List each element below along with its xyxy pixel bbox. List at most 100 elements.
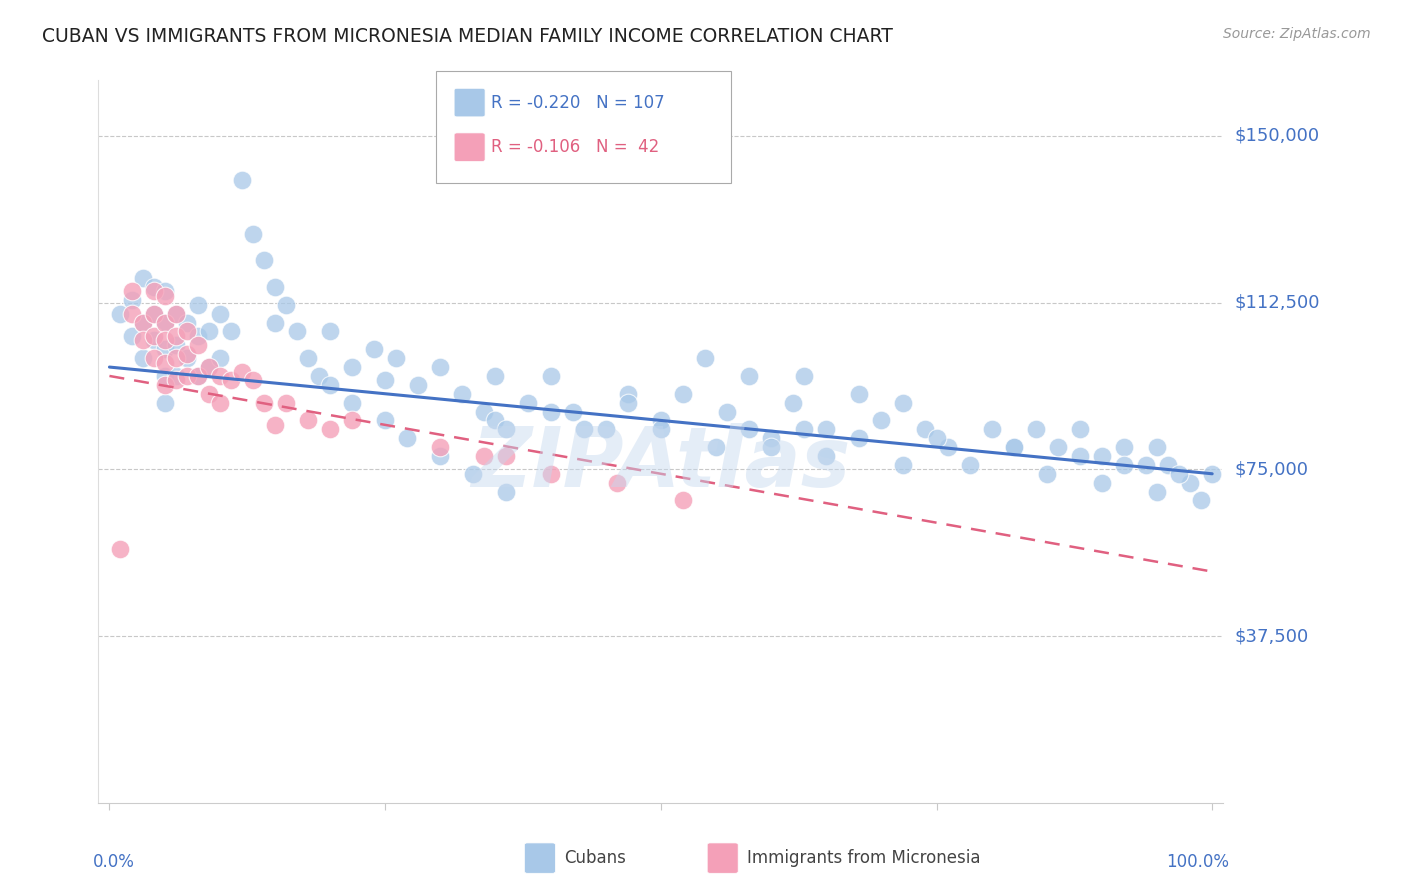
Point xyxy=(208,395,231,409)
Text: $112,500: $112,500 xyxy=(1234,293,1320,311)
Point xyxy=(616,386,638,401)
Point xyxy=(153,368,176,383)
Point xyxy=(738,368,761,383)
Point xyxy=(980,422,1002,436)
Point xyxy=(672,386,695,401)
Point xyxy=(319,325,342,339)
Point xyxy=(165,329,187,343)
Text: $37,500: $37,500 xyxy=(1234,627,1309,645)
Point xyxy=(165,373,187,387)
Text: ZIPAtlas: ZIPAtlas xyxy=(471,423,851,504)
Point xyxy=(396,431,419,445)
Point xyxy=(793,368,815,383)
Point xyxy=(517,395,540,409)
Point xyxy=(561,404,583,418)
Point xyxy=(297,351,319,366)
Point xyxy=(1025,422,1047,436)
Point xyxy=(893,458,915,472)
Point xyxy=(429,360,451,375)
Point xyxy=(208,351,231,366)
Text: 0.0%: 0.0% xyxy=(93,854,135,871)
Point xyxy=(131,271,153,285)
Point xyxy=(495,422,517,436)
Text: R = -0.106   N =  42: R = -0.106 N = 42 xyxy=(491,138,659,156)
Point xyxy=(936,440,959,454)
Point xyxy=(176,325,198,339)
Point xyxy=(1146,440,1168,454)
Point xyxy=(704,440,727,454)
Point xyxy=(848,386,870,401)
Point xyxy=(263,280,285,294)
Point xyxy=(540,404,562,418)
Point xyxy=(231,173,253,187)
Point xyxy=(782,395,804,409)
Point xyxy=(484,413,506,427)
Point xyxy=(110,307,132,321)
Point xyxy=(153,316,176,330)
Point xyxy=(142,329,165,343)
Point xyxy=(385,351,408,366)
Point xyxy=(595,422,617,436)
Point xyxy=(540,368,562,383)
Point xyxy=(672,493,695,508)
Point xyxy=(142,351,165,366)
Point xyxy=(340,413,363,427)
Point xyxy=(142,285,165,299)
Point xyxy=(893,395,915,409)
Point xyxy=(197,360,219,375)
Point xyxy=(242,227,264,241)
Point xyxy=(187,329,209,343)
Point xyxy=(759,431,782,445)
Text: Source: ZipAtlas.com: Source: ZipAtlas.com xyxy=(1223,27,1371,41)
Point xyxy=(540,467,562,481)
Text: Immigrants from Micronesia: Immigrants from Micronesia xyxy=(747,849,980,867)
Point xyxy=(187,368,209,383)
Point xyxy=(121,285,143,299)
Point xyxy=(1112,458,1135,472)
Point xyxy=(131,351,153,366)
Point xyxy=(925,431,948,445)
Point xyxy=(406,377,429,392)
Point xyxy=(1112,440,1135,454)
Point xyxy=(1135,458,1157,472)
Point xyxy=(363,343,385,357)
Point xyxy=(165,307,187,321)
Point xyxy=(308,368,330,383)
Point xyxy=(165,368,187,383)
Point xyxy=(1189,493,1212,508)
Point xyxy=(463,467,485,481)
Point xyxy=(474,404,496,418)
Point xyxy=(142,280,165,294)
Point xyxy=(242,373,264,387)
Point xyxy=(153,377,176,392)
Point xyxy=(1002,440,1025,454)
Point xyxy=(815,449,838,463)
Point xyxy=(1091,449,1114,463)
Point xyxy=(208,307,231,321)
Point xyxy=(253,395,276,409)
Point xyxy=(1069,449,1091,463)
Point xyxy=(340,360,363,375)
Text: $75,000: $75,000 xyxy=(1234,460,1309,478)
Point xyxy=(153,285,176,299)
Point xyxy=(319,377,342,392)
Point xyxy=(1002,440,1025,454)
Point xyxy=(153,395,176,409)
Point xyxy=(914,422,936,436)
Point xyxy=(374,373,396,387)
Point xyxy=(176,316,198,330)
Point xyxy=(572,422,595,436)
Point xyxy=(738,422,761,436)
Point xyxy=(716,404,738,418)
Point xyxy=(197,386,219,401)
Point xyxy=(165,351,187,366)
Point xyxy=(1046,440,1069,454)
Point xyxy=(131,316,153,330)
Point xyxy=(165,338,187,352)
Point xyxy=(319,422,342,436)
Point xyxy=(153,316,176,330)
Point xyxy=(142,307,165,321)
Point xyxy=(429,449,451,463)
Text: CUBAN VS IMMIGRANTS FROM MICRONESIA MEDIAN FAMILY INCOME CORRELATION CHART: CUBAN VS IMMIGRANTS FROM MICRONESIA MEDI… xyxy=(42,27,893,45)
Point xyxy=(1178,475,1201,490)
